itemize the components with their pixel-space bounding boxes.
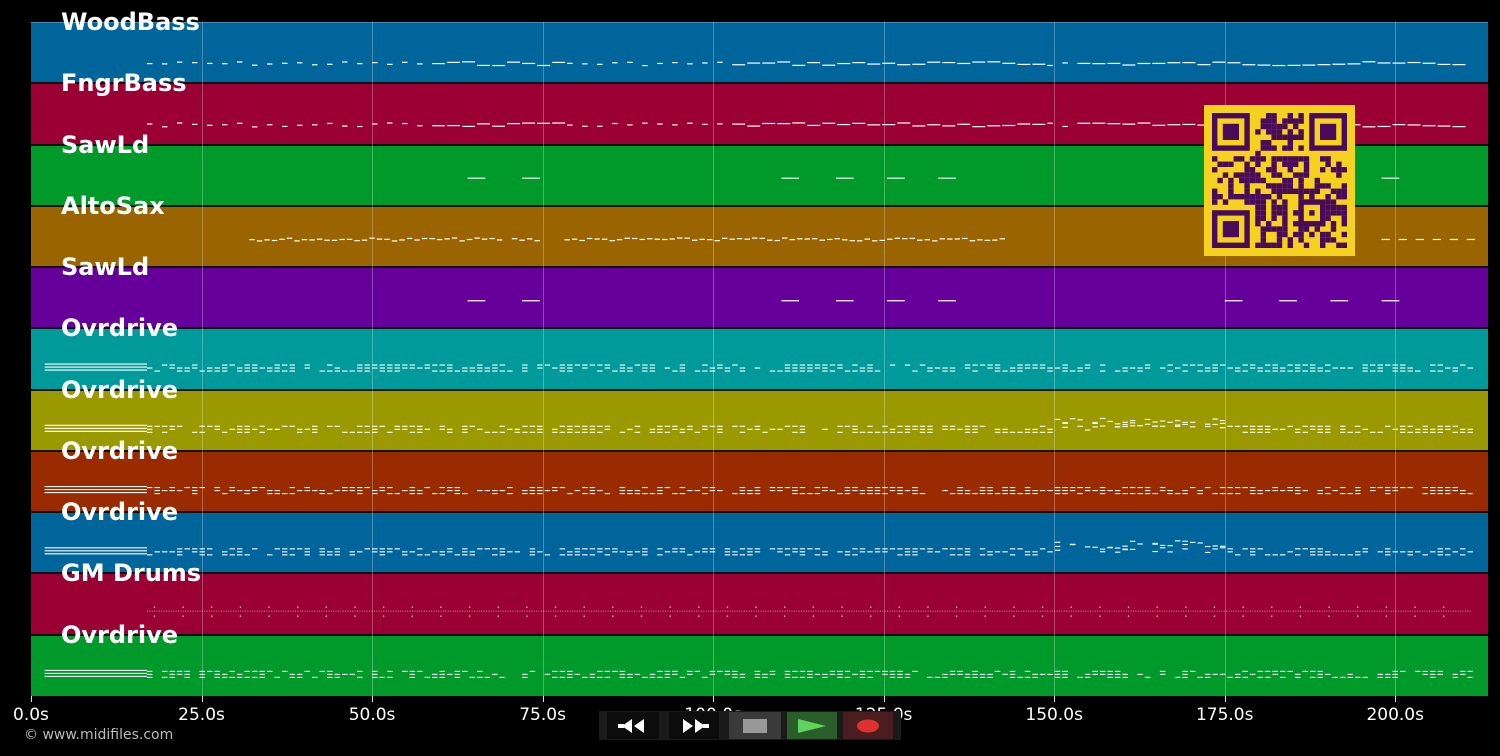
record-button[interactable] <box>843 712 893 739</box>
track-label: Ovrdrive <box>61 498 179 527</box>
play-button[interactable] <box>787 712 837 739</box>
gridline <box>372 22 374 696</box>
axis-tick <box>1224 696 1226 702</box>
record-icon <box>857 719 879 732</box>
track-separator <box>31 388 1488 391</box>
track-row[interactable] <box>31 22 1488 84</box>
fast-forward-icon <box>683 718 709 733</box>
gridline <box>542 22 544 696</box>
axis-tick <box>883 696 885 702</box>
axis-tick <box>201 696 203 702</box>
track-label: Ovrdrive <box>61 375 179 404</box>
gridline <box>883 22 885 696</box>
track-separator <box>31 511 1488 514</box>
axis-tick-label: 200.0s <box>1366 705 1424 725</box>
axis-tick-label: 25.0s <box>178 705 225 725</box>
gridline <box>1395 22 1397 696</box>
track-label: SawLd <box>61 130 150 159</box>
track-row[interactable] <box>31 328 1488 390</box>
stop-icon <box>743 718 767 733</box>
qr-code[interactable] <box>1204 105 1355 256</box>
track-label: GM Drums <box>61 559 202 588</box>
track-label: Ovrdrive <box>61 314 179 343</box>
stop-button[interactable] <box>729 712 781 739</box>
track-label: SawLd <box>61 253 150 282</box>
axis-tick <box>372 696 374 702</box>
note-overlay <box>44 61 1476 678</box>
track-separator <box>31 82 1488 85</box>
copyright-credit: © www.midifiles.com <box>24 727 174 743</box>
track-row[interactable] <box>31 573 1488 635</box>
track-label: WoodBass <box>61 8 200 36</box>
rewind-button[interactable] <box>607 712 659 739</box>
gridline <box>1054 22 1056 696</box>
track-separator <box>31 266 1488 269</box>
rewind-icon <box>618 718 644 733</box>
track-label: AltoSax <box>61 191 165 220</box>
qr-code-icon <box>1212 113 1347 248</box>
axis-tick-label: 75.0s <box>519 705 566 725</box>
track-separator <box>31 327 1488 330</box>
axis-tick <box>31 696 32 702</box>
axis-tick-label: 50.0s <box>348 705 396 725</box>
track-separator <box>31 572 1488 575</box>
track-separator <box>31 143 1488 146</box>
gridline <box>713 22 715 696</box>
axis-tick-label: 0.0s <box>13 705 49 725</box>
axis-tick <box>713 696 715 702</box>
track-label: Ovrdrive <box>61 620 179 649</box>
track-label: FngrBass <box>61 69 187 98</box>
axis-tick-label: 150.0s <box>1025 705 1083 725</box>
track-separator <box>31 449 1488 452</box>
gridline <box>1224 22 1226 696</box>
track-row[interactable] <box>31 634 1488 696</box>
track-separator <box>31 633 1488 636</box>
axis-tick-label: 175.0s <box>1195 705 1254 725</box>
axis-tick <box>542 696 544 702</box>
fast-forward-button[interactable] <box>669 712 719 739</box>
axis-tick <box>1054 696 1056 702</box>
gridline <box>201 22 203 696</box>
axis-tick <box>1395 696 1397 702</box>
track-separator <box>31 204 1488 207</box>
play-icon <box>798 718 826 733</box>
transport-controls <box>599 711 901 740</box>
track-label: Ovrdrive <box>61 436 179 465</box>
